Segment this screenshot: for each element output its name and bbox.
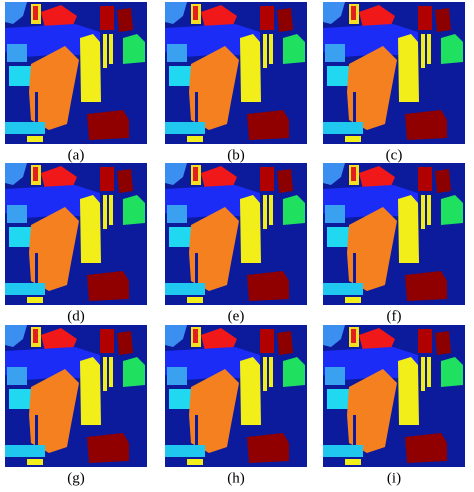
- classification-map: [323, 325, 465, 467]
- panel-label: (d): [67, 308, 85, 324]
- panel-grid: (a) (b) (c) (d) (e) (f) (g) (h) (i): [5, 2, 465, 486]
- panel-label: (h): [227, 470, 245, 486]
- classification-map: [5, 2, 147, 144]
- panel-label: (a): [68, 147, 85, 163]
- panel-label: (c): [386, 147, 403, 163]
- panel-label: (f): [387, 308, 402, 324]
- panel-label: (b): [227, 147, 245, 163]
- classification-map: [165, 2, 307, 144]
- panel-label: (e): [228, 308, 245, 324]
- classification-map: [5, 163, 147, 305]
- classification-map: [165, 325, 307, 467]
- classification-map: [165, 163, 307, 305]
- classification-map: [5, 325, 147, 467]
- classification-map: [323, 2, 465, 144]
- panel-label: (g): [67, 470, 85, 486]
- panel-label: (i): [387, 470, 401, 486]
- classification-map: [323, 163, 465, 305]
